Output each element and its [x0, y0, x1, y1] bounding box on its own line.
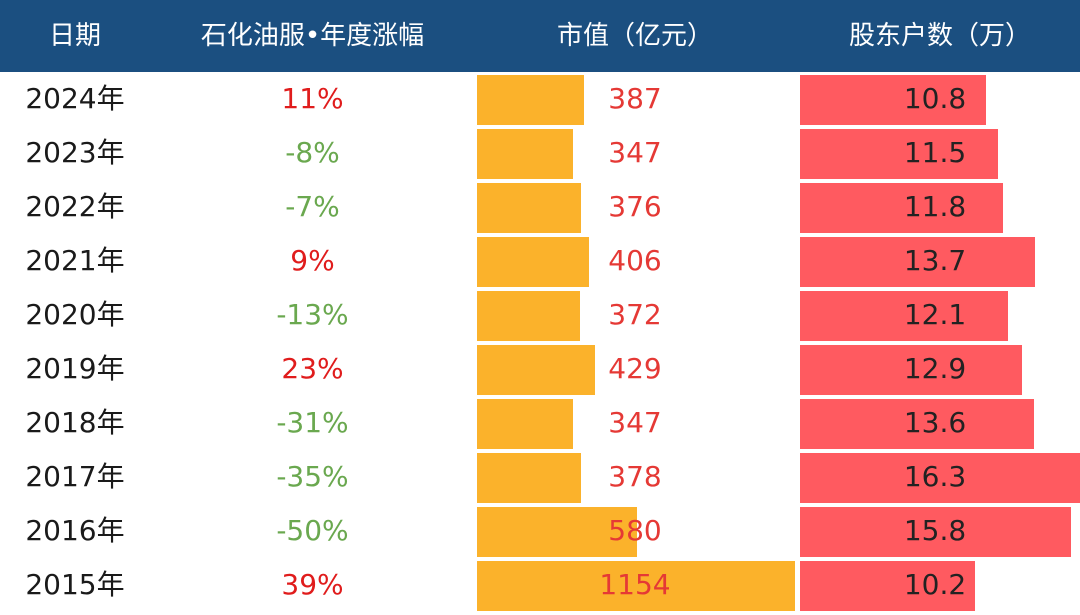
shareholders-bar: [800, 183, 1003, 233]
shareholders-bar: [800, 507, 1071, 557]
market-cap-value: 387: [608, 82, 662, 115]
table-header: 日期 石化油服•年度涨幅 市值（亿元） 股东户数（万）: [0, 0, 1080, 72]
market-cap-bar: [477, 561, 795, 611]
market-cap-value: 376: [608, 190, 662, 223]
market-cap-value: 347: [608, 136, 662, 169]
change-cell: -31%: [276, 406, 349, 439]
header-date: 日期: [48, 21, 101, 51]
market-cap-bar: [477, 291, 580, 341]
table-row: 2023年 -8% 347 11.5: [0, 126, 1080, 180]
table-row: 2019年 23% 429 12.9: [0, 342, 1080, 396]
header-change: 石化油服•年度涨幅: [200, 21, 425, 51]
market-cap-value: 347: [608, 406, 662, 439]
change-cell: 23%: [281, 352, 344, 385]
shareholders-bar: [800, 345, 1022, 395]
shareholders-value: 12.1: [903, 298, 967, 331]
header-market-cap: 市值（亿元）: [556, 21, 713, 51]
shareholders-bar: [800, 129, 998, 179]
change-cell: -13%: [276, 298, 349, 331]
shareholders-bar: [800, 561, 975, 611]
date-cell: 2016年: [25, 514, 125, 547]
market-cap-bar: [477, 399, 573, 449]
market-cap-value: 372: [608, 298, 662, 331]
date-cell: 2018年: [25, 406, 125, 439]
shareholders-value: 13.7: [903, 244, 967, 277]
shareholders-bar: [800, 237, 1035, 287]
table-row: 2022年 -7% 376 11.8: [0, 180, 1080, 234]
change-cell: -7%: [285, 190, 340, 223]
table-row: 2016年 -50% 580 15.8: [0, 504, 1080, 558]
shareholders-value: 10.2: [903, 568, 967, 601]
change-cell: 39%: [281, 568, 344, 601]
date-cell: 2019年: [25, 352, 125, 385]
shareholders-value: 13.6: [903, 406, 967, 439]
change-cell: -50%: [276, 514, 349, 547]
market-cap-bar: [477, 75, 584, 125]
change-cell: 11%: [281, 82, 344, 115]
date-cell: 2022年: [25, 190, 125, 223]
table-row: 2017年 -35% 378 16.3: [0, 450, 1080, 504]
market-cap-value: 378: [608, 460, 662, 493]
change-cell: -35%: [276, 460, 349, 493]
shareholders-value: 11.8: [903, 190, 967, 223]
market-cap-bar: [477, 237, 589, 287]
shareholders-bar: [800, 75, 986, 125]
market-cap-value: 406: [608, 244, 662, 277]
date-cell: 2023年: [25, 136, 125, 169]
table-row: 2018年 -31% 347 13.6: [0, 396, 1080, 450]
shareholders-value: 12.9: [903, 352, 967, 385]
table-row: 2020年 -13% 372 12.1: [0, 288, 1080, 342]
market-cap-value: 580: [608, 514, 662, 547]
market-cap-value: 1154: [599, 568, 671, 601]
shareholders-bar: [800, 291, 1008, 341]
market-cap-bar: [477, 129, 573, 179]
table-row: 2021年 9% 406 13.7: [0, 234, 1080, 288]
header-shareholders: 股东户数（万）: [848, 21, 1031, 51]
market-cap-bar: [477, 183, 581, 233]
date-cell: 2021年: [25, 244, 125, 277]
shareholders-bar: [800, 399, 1034, 449]
shareholders-value: 10.8: [903, 82, 967, 115]
shareholders-value: 11.5: [903, 136, 967, 169]
market-cap-bar: [477, 507, 637, 557]
shareholders-bar: [800, 453, 1080, 503]
shareholders-value: 16.3: [903, 460, 967, 493]
change-cell: 9%: [290, 244, 335, 277]
date-cell: 2020年: [25, 298, 125, 331]
table-row: 2024年 11% 387 10.8: [0, 72, 1080, 126]
date-cell: 2015年: [25, 568, 125, 601]
change-cell: -8%: [285, 136, 340, 169]
date-cell: 2017年: [25, 460, 125, 493]
market-cap-bar: [477, 453, 581, 503]
table-row: 2015年 39% 1154 10.2: [0, 558, 1080, 612]
date-cell: 2024年: [25, 82, 125, 115]
shareholders-value: 15.8: [903, 514, 967, 547]
market-cap-value: 429: [608, 352, 662, 385]
market-cap-bar: [477, 345, 595, 395]
